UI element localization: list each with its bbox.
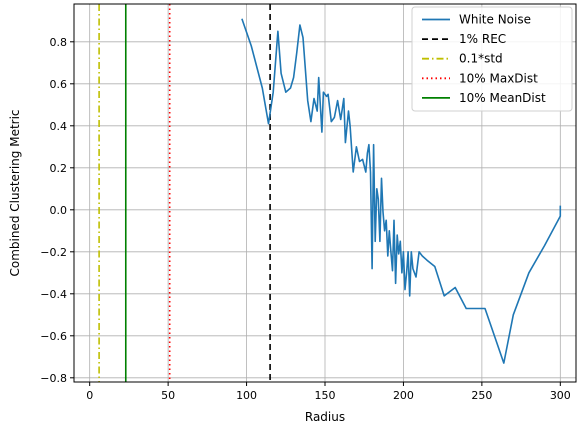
y-tick-label: 0.8 bbox=[50, 36, 68, 49]
y-axis-label: Combined Clustering Metric bbox=[8, 109, 22, 276]
y-tick-label: −0.4 bbox=[40, 288, 67, 301]
y-tick-label: 0.2 bbox=[50, 162, 68, 175]
legend-label: 10% MaxDist bbox=[459, 71, 538, 85]
x-tick-label: 250 bbox=[471, 389, 492, 402]
legend: White Noise 1% REC 0.1*std 10% MaxDist 10% M… bbox=[411, 6, 573, 112]
x-tick-label: 150 bbox=[315, 389, 336, 402]
x-axis-label: Radius bbox=[305, 410, 345, 424]
y-tick-label: 0.0 bbox=[50, 204, 68, 217]
series-line-white-noise bbox=[241, 18, 562, 364]
x-tick-label: 100 bbox=[236, 389, 257, 402]
x-tick-label: 50 bbox=[161, 389, 175, 402]
plot-area bbox=[98, 4, 562, 382]
y-tick-label: 0.6 bbox=[50, 78, 68, 91]
legend-label: 10% MeanDist bbox=[459, 91, 546, 105]
legend-label: 0.1*std bbox=[459, 52, 503, 66]
legend-label: 1% REC bbox=[459, 32, 506, 46]
ticks: 0 50 100 150 200 250 300 −0.8 −0.6 −0.4 −0.2 0.0 0.2… bbox=[40, 36, 571, 402]
y-tick-label: 0.4 bbox=[50, 120, 68, 133]
y-tick-label: −0.8 bbox=[40, 372, 67, 385]
legend-box bbox=[411, 6, 573, 112]
y-tick-label: −0.2 bbox=[40, 246, 67, 259]
x-tick-label: 300 bbox=[550, 389, 571, 402]
x-tick-label: 200 bbox=[393, 389, 414, 402]
legend-label: White Noise bbox=[459, 13, 531, 27]
y-tick-label: −0.6 bbox=[40, 330, 67, 343]
x-tick-label: 0 bbox=[86, 389, 93, 402]
